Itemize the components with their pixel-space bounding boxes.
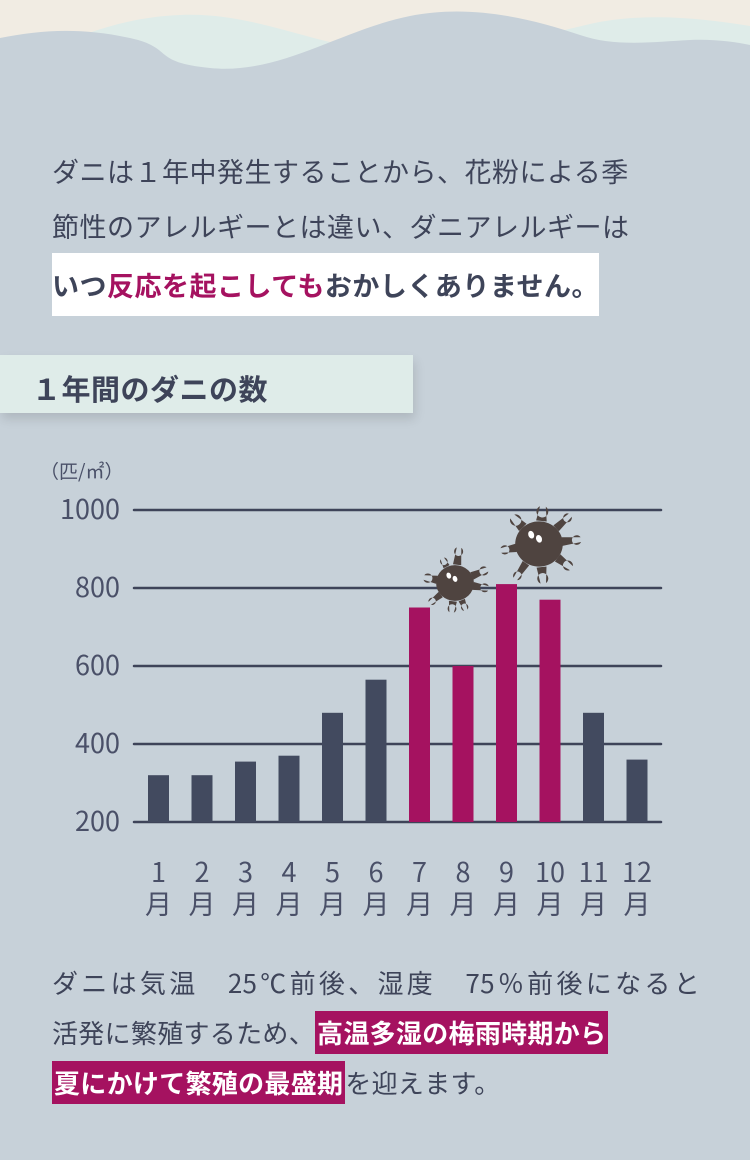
svg-text:月: 月 — [276, 883, 303, 917]
svg-text:月: 月 — [319, 883, 346, 917]
svg-text:月: 月 — [580, 883, 607, 917]
svg-text:200: 200 — [75, 800, 120, 839]
svg-text:月: 月 — [145, 883, 172, 917]
svg-text:600: 600 — [75, 644, 120, 683]
svg-text:月: 月 — [189, 883, 216, 917]
svg-text:月: 月 — [450, 883, 477, 917]
svg-text:月: 月 — [406, 883, 433, 917]
svg-text:1000: 1000 — [60, 488, 120, 527]
svg-text:月: 月 — [624, 883, 651, 917]
svg-text:月: 月 — [493, 883, 520, 917]
svg-text:月: 月 — [537, 883, 564, 917]
svg-text:800: 800 — [75, 566, 120, 605]
svg-text:月: 月 — [363, 883, 390, 917]
svg-text:400: 400 — [75, 722, 120, 761]
svg-text:月: 月 — [232, 883, 259, 917]
